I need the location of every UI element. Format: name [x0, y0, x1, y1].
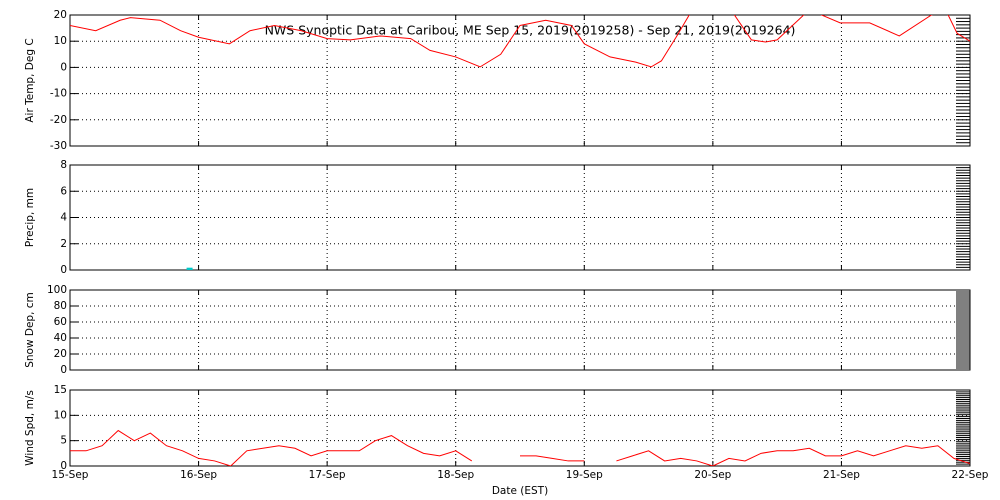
y-tick-label: -10: [50, 88, 67, 100]
y-tick-label: 10: [54, 409, 67, 421]
y-tick-label: 20: [54, 9, 67, 21]
y-tick-label: 6: [60, 185, 67, 197]
y-axis-label: Precip, mm: [24, 188, 36, 247]
y-tick-label: -30: [50, 140, 67, 152]
y-tick-label: 100: [47, 284, 67, 296]
y-tick-label: 40: [54, 332, 67, 344]
y-tick-label: 5: [60, 435, 67, 447]
plot-area: [186, 267, 193, 270]
x-axis-label: Date (EST): [492, 485, 548, 497]
y-tick-label: 15: [54, 384, 67, 396]
x-tick-label: 15-Sep: [52, 469, 89, 481]
x-tick-label: 18-Sep: [437, 469, 474, 481]
y-tick-label: 0: [60, 460, 67, 472]
y-tick-label: 2: [60, 238, 67, 250]
y-tick-label: 10: [54, 35, 67, 47]
y-axis-label: Wind Spd, m/s: [24, 390, 36, 466]
x-tick-label: 22-Sep: [952, 469, 989, 481]
plot-frame: [69, 164, 971, 271]
y-tick-label: 8: [60, 159, 67, 171]
plot-frame: [69, 389, 971, 467]
chart-title: NWS Synoptic Data at Caribou, ME Sep 15,…: [265, 23, 796, 38]
plot-frame: [69, 14, 971, 147]
y-tick-label: 0: [60, 364, 67, 376]
plot-area: [70, 15, 970, 68]
y-tick-label: 80: [54, 300, 67, 312]
bar: [186, 267, 193, 270]
x-tick-label: 19-Sep: [566, 469, 603, 481]
data-line: [70, 429, 970, 466]
y-tick-label: 4: [60, 212, 67, 224]
y-tick-label: -20: [50, 114, 67, 126]
x-tick-label: 17-Sep: [309, 469, 346, 481]
x-tick-label: 21-Sep: [823, 469, 860, 481]
y-tick-label: 20: [54, 348, 67, 360]
plot-frame: [69, 289, 971, 371]
y-axis-label: Air Temp, Deg C: [24, 38, 36, 122]
y-tick-label: 0: [60, 264, 67, 276]
y-axis-label: Snow Dep, cm: [24, 292, 36, 368]
plot-area: [70, 429, 970, 466]
x-tick-label: 20-Sep: [694, 469, 731, 481]
x-tick-label: 16-Sep: [180, 469, 217, 481]
y-tick-label: 0: [60, 61, 67, 73]
data-line: [70, 15, 970, 68]
y-tick-label: 60: [54, 316, 67, 328]
